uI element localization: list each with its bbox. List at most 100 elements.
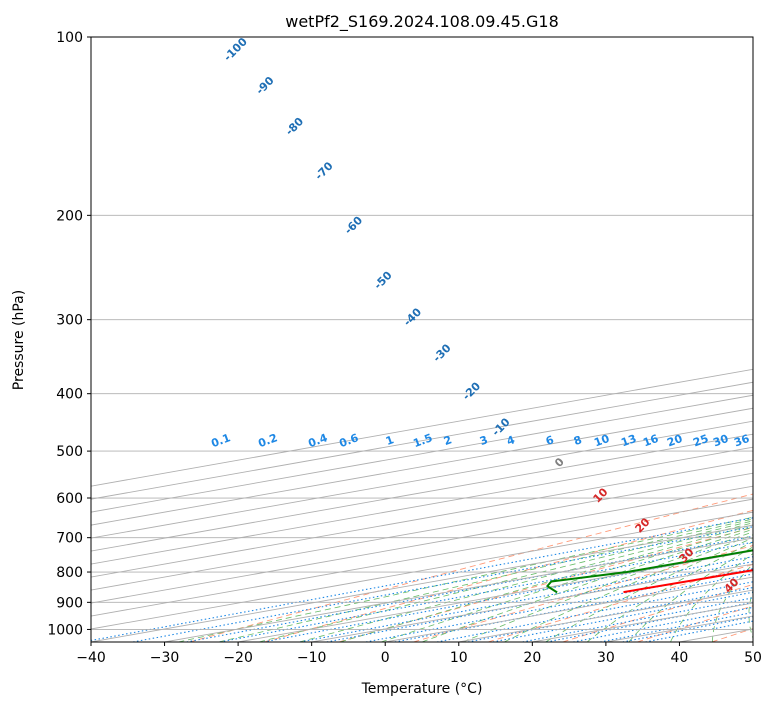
mixing-ratio-line xyxy=(492,591,753,642)
moist-adiabat xyxy=(748,589,753,640)
mixing-ratio-label: 0.1 xyxy=(209,431,232,450)
dry-adiabat-label: -50 xyxy=(371,269,394,292)
dry-adiabat xyxy=(338,527,753,642)
y-tick-label: 200 xyxy=(56,208,83,224)
mixing-ratio-label: 20 xyxy=(665,432,684,450)
profile-series xyxy=(546,549,753,594)
y-tick-label: 600 xyxy=(56,491,83,507)
mixing-ratio-label: 0.6 xyxy=(337,431,360,450)
isotherm xyxy=(91,498,753,617)
grid-lines xyxy=(91,37,753,642)
mixing-ratio-label: 1 xyxy=(384,433,396,448)
mixing-ratio-label: 10 xyxy=(592,432,611,450)
isotherm xyxy=(91,420,753,539)
dry-adiabat-label: -40 xyxy=(401,305,424,328)
mixing-ratio-label: 8 xyxy=(572,433,584,448)
y-tick-label: 500 xyxy=(56,444,83,460)
mixing-ratio-label: 0.2 xyxy=(256,431,279,450)
isotherm xyxy=(311,563,753,642)
mixing-ratio-line xyxy=(436,581,753,642)
isotherm xyxy=(91,446,753,565)
moist-adiabat xyxy=(299,522,753,642)
dry-adiabat-label: -20 xyxy=(460,379,483,402)
isotherm xyxy=(91,524,753,642)
moist-adiabat xyxy=(712,563,753,642)
y-tick-label: 1000 xyxy=(47,622,83,638)
x-tick-label: −20 xyxy=(223,650,253,666)
x-tick-label: 0 xyxy=(381,650,390,666)
mixing-ratio-label: 6 xyxy=(544,433,556,448)
isotherm xyxy=(91,459,753,578)
x-tick-label: 30 xyxy=(597,650,615,666)
mixing-ratio-label: 1.5 xyxy=(411,431,434,450)
y-tick-label: 800 xyxy=(56,565,83,581)
mixing-ratio-label: 0.4 xyxy=(306,431,329,450)
dry-adiabat-label: -100 xyxy=(221,35,250,64)
dry-adiabat xyxy=(413,545,753,642)
isotherm xyxy=(91,407,753,526)
moist-adiabat xyxy=(421,528,753,642)
mixing-ratio-line xyxy=(186,535,753,642)
mixing-ratio-line xyxy=(219,541,753,642)
mixing-ratio-line xyxy=(572,606,753,642)
isotherm xyxy=(91,394,753,513)
moist-adiabat xyxy=(380,526,753,642)
mixing-ratio-label: 2 xyxy=(442,433,454,448)
dewpoint-profile xyxy=(546,549,753,594)
mixing-ratio-label: 16 xyxy=(641,432,660,450)
isotherm xyxy=(532,602,753,642)
x-axis-ticks: −40 −30 −20 −10 0 10 20 30 40 50 xyxy=(76,642,762,666)
dry-adiabat-label: -80 xyxy=(283,115,306,138)
mixing-ratio-line xyxy=(522,597,753,642)
x-tick-label: −30 xyxy=(150,650,180,666)
mixing-ratio-label: 4 xyxy=(505,433,517,448)
plot-frame xyxy=(90,36,754,643)
mixing-ratio-line xyxy=(546,601,753,642)
isotherm xyxy=(385,576,753,642)
moist-adiabat xyxy=(218,518,753,642)
x-tick-label: 40 xyxy=(671,650,689,666)
dry-adiabat-label: -90 xyxy=(253,74,276,97)
isotherm xyxy=(91,472,753,591)
moist-adiabat xyxy=(545,537,753,642)
mixing-ratio-line xyxy=(132,526,753,642)
moist-adiabat xyxy=(462,531,753,642)
x-tick-label: −40 xyxy=(76,650,106,666)
isotherm xyxy=(164,537,753,642)
x-tick-label: −10 xyxy=(297,650,327,666)
isotherm xyxy=(679,628,753,642)
dry-adiabat xyxy=(562,584,753,642)
mixing-ratio-label: 3 xyxy=(478,433,490,448)
isotherm xyxy=(91,368,753,487)
mixing-ratio-label: 30 xyxy=(711,432,730,450)
mixing-ratio-line xyxy=(326,561,753,642)
line-labels: -100-90-80-70-60-50-40-30-20-100.1 0.2 0.4… xyxy=(209,35,751,596)
moist-adiabat xyxy=(258,520,753,642)
y-tick-label: 900 xyxy=(56,595,83,611)
y-tick-label: 100 xyxy=(56,30,83,46)
mixing-ratio-line xyxy=(91,517,753,642)
x-tick-label: 10 xyxy=(450,650,468,666)
isotherm xyxy=(458,589,753,642)
y-axis-label: Pressure (hPa) xyxy=(11,290,27,390)
x-tick-label: 50 xyxy=(744,650,762,666)
y-tick-label: 700 xyxy=(56,531,83,547)
dry-adiabat-label: -30 xyxy=(430,341,453,364)
mixing-ratio-label: 36 xyxy=(732,432,751,450)
isotherm xyxy=(91,485,753,604)
moist-adiabat xyxy=(628,546,753,642)
chart-title: wetPf2_S169.2024.108.09.45.G18 xyxy=(285,12,559,32)
isotherm xyxy=(91,433,753,552)
isotherm xyxy=(752,641,753,642)
isotherm xyxy=(91,511,753,630)
y-tick-label: 400 xyxy=(56,387,83,403)
y-axis-ticks: 100 200 300 400 500 600 700 800 900 1000 xyxy=(47,30,91,638)
mixing-ratio-label: 25 xyxy=(691,432,710,449)
x-axis-label: Temperature (°C) xyxy=(361,681,483,697)
background-lines xyxy=(91,493,753,642)
dry-adiabat-label: -60 xyxy=(342,214,365,237)
moist-adiabat xyxy=(586,541,753,642)
dry-adiabat xyxy=(189,493,753,642)
dry-adiabat-label: -70 xyxy=(312,159,335,182)
